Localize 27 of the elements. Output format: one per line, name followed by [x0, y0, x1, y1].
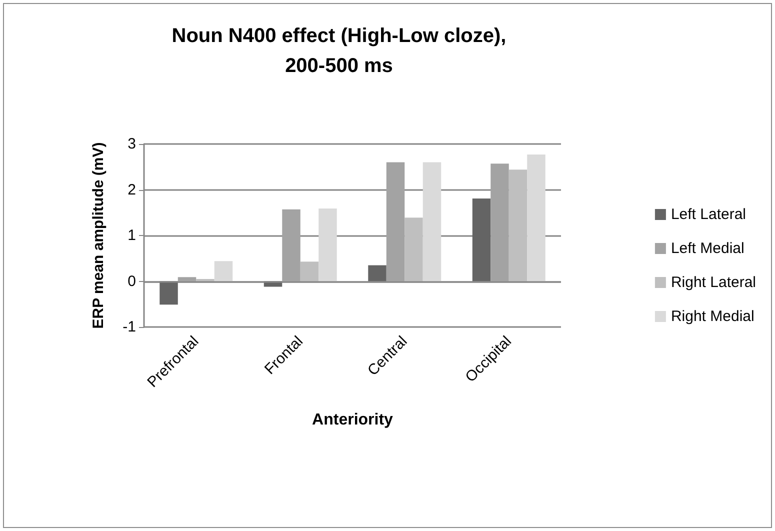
bar [178, 277, 196, 282]
bar [386, 162, 405, 282]
legend-label: Right Lateral [670, 274, 756, 291]
y-tick-label: -1 [122, 318, 136, 336]
bar [160, 281, 178, 305]
bar [196, 278, 214, 282]
y-tick-label: 2 [128, 181, 136, 198]
y-tick-label: 3 [128, 136, 136, 152]
bar [508, 170, 528, 282]
bar [472, 198, 491, 282]
legend-label: Left Medial [670, 240, 744, 257]
x-axis-title: Anteriority [312, 412, 394, 428]
y-tick-label: 1 [128, 227, 136, 244]
legend-label: Right Medial [670, 308, 754, 325]
bar [318, 208, 337, 282]
chart-title: Noun N400 effect (High-Low cloze), 200-500 ms [172, 25, 506, 77]
bar [422, 162, 442, 282]
bar [214, 261, 233, 282]
bar [404, 218, 423, 282]
bar [490, 164, 509, 282]
bar [300, 262, 319, 282]
bar [368, 265, 386, 282]
y-tick-label: 0 [128, 272, 136, 290]
y-axis-title: ERP mean amplitude (mV) [90, 142, 107, 329]
bar [282, 209, 300, 282]
bar [527, 154, 546, 282]
legend-label: Left Lateral [670, 206, 746, 223]
